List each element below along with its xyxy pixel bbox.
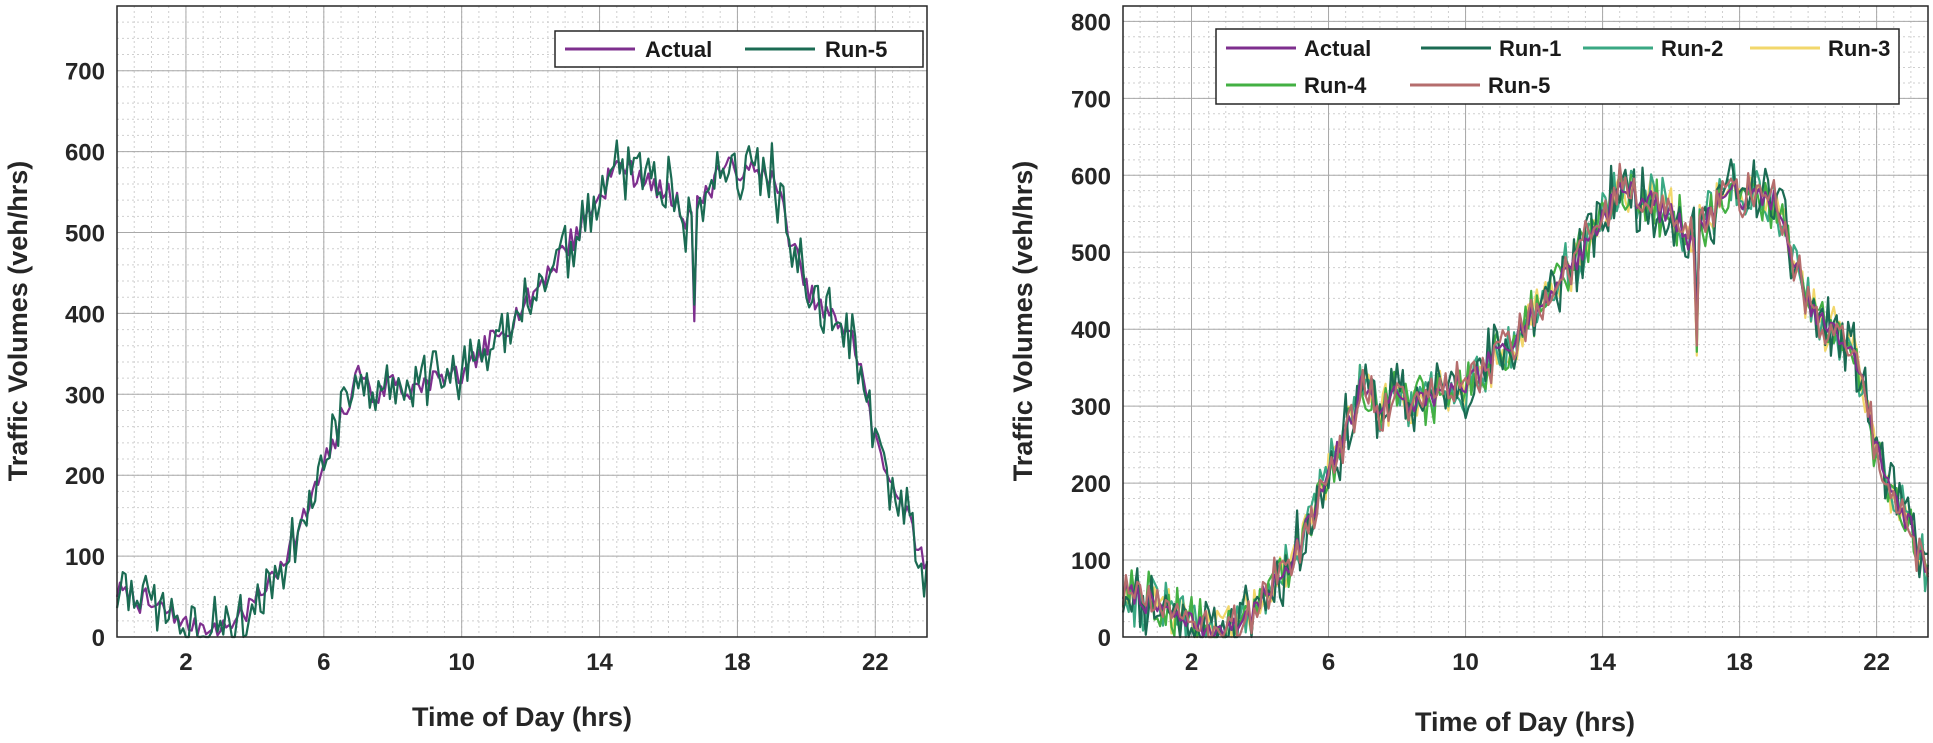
series-line-run-5 [1121,162,1930,639]
y-tick-label: 100 [1071,548,1111,575]
y-axis-label-left: Traffic Volumes (veh/hrs) [3,161,33,482]
x-tick-label: 6 [1322,649,1335,676]
x-axis-label-left: Time of Day (hrs) [412,702,632,732]
minor-grid-left [116,5,928,638]
x-tick-label: 14 [1589,649,1616,676]
y-ticks-right: 0 100 200 300 400 500 600 700 800 [1071,9,1111,652]
x-tick-label: 2 [179,649,192,676]
series-line-run-5 [115,139,929,639]
y-tick-label: 600 [1071,163,1111,190]
y-tick-label: 700 [65,59,105,86]
x-tick-label: 18 [724,649,751,676]
y-tick-label: 400 [1071,317,1111,344]
y-tick-label: 200 [1071,471,1111,498]
legend-label-run-3: Run-3 [1828,36,1890,61]
x-ticks-right: 2 6 10 14 18 22 [1185,649,1890,676]
y-tick-label: 200 [65,463,105,490]
legend-label-run-1: Run-1 [1499,36,1561,61]
y-tick-label: 500 [1071,240,1111,267]
legend-label-run-5: Run-5 [825,37,887,62]
y-axis-label-right: Traffic Volumes (veh/hrs) [1008,161,1038,482]
y-ticks-left: 0 100 200 300 400 500 600 700 [65,59,105,652]
legend-label-actual: Actual [1304,36,1371,61]
y-tick-label: 800 [1071,9,1111,36]
x-tick-label: 22 [862,649,889,676]
legend-label-run-4: Run-4 [1304,73,1367,98]
x-tick-label: 18 [1726,649,1753,676]
chart-left: 2 6 10 14 18 22 0 100 200 300 400 500 600 700 Time o… [3,5,929,732]
legend-left: Actual Run-5 [554,30,924,68]
x-tick-label: 6 [317,649,330,676]
y-tick-label: 400 [65,301,105,328]
chart-right: 2 6 10 14 18 22 0 100 200 300 400 500 600 700 800 Tim… [1008,5,1930,737]
plot-frame-left [116,5,928,638]
x-tick-label: 14 [586,649,613,676]
y-tick-label: 300 [65,382,105,409]
x-tick-label: 22 [1863,649,1890,676]
x-axis-label-right: Time of Day (hrs) [1415,707,1635,737]
y-tick-label: 0 [1098,625,1111,652]
series-group-left [115,139,929,639]
series-line-actual [1121,181,1929,639]
plot-frame-right [1122,5,1929,638]
y-tick-label: 0 [92,625,105,652]
y-tick-label: 100 [65,544,105,571]
legend-label-run-5: Run-5 [1488,73,1550,98]
x-tick-label: 10 [1452,649,1479,676]
legend-right: Actual Run-1 Run-2 Run-3 Run-4 Run-5 [1215,28,1900,105]
x-tick-label: 10 [448,649,475,676]
y-tick-label: 600 [65,140,105,167]
legend-box-right [1215,28,1900,105]
series-group-right [1121,158,1930,639]
x-ticks-left: 2 6 10 14 18 22 [179,649,888,676]
y-tick-label: 700 [1071,86,1111,113]
legend-label-actual: Actual [645,37,712,62]
x-tick-label: 2 [1185,649,1198,676]
y-tick-label: 500 [65,221,105,248]
y-tick-label: 300 [1071,394,1111,421]
legend-label-run-2: Run-2 [1661,36,1723,61]
